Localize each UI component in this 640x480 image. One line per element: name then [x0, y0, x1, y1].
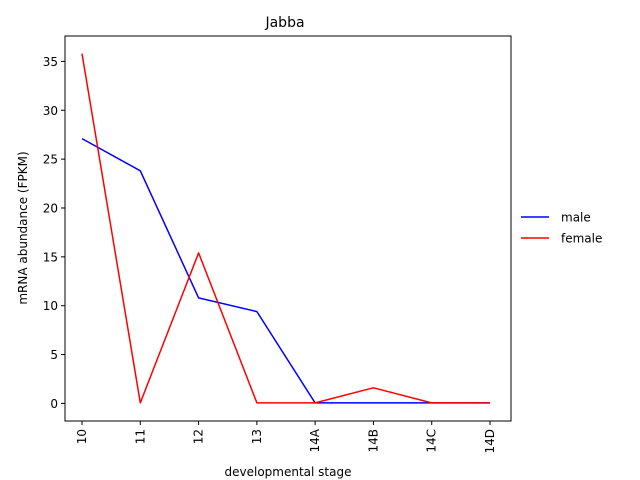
y-axis-ticks: 0 5 10 15 20 25 30 35 [43, 55, 65, 411]
legend-label: male [561, 211, 591, 225]
x-tick-label: 10 [75, 429, 89, 444]
x-tick-label: 12 [192, 429, 206, 444]
x-axis-label: developmental stage [225, 465, 352, 479]
x-tick-label: 14B [366, 429, 380, 453]
series-lines [81, 53, 490, 404]
x-tick-label: 11 [133, 429, 147, 444]
x-tick-label: 14C [425, 429, 439, 453]
y-tick-label: 0 [50, 397, 58, 411]
y-tick-label: 30 [43, 104, 58, 118]
y-tick-label: 15 [43, 250, 58, 264]
y-tick-label: 25 [43, 153, 58, 167]
x-tick-label: 14A [308, 428, 322, 452]
legend-label: female [561, 232, 602, 246]
series-line-female [81, 53, 490, 404]
y-axis-label: mRNA abundance (FPKM) [16, 151, 30, 304]
y-tick-label: 5 [50, 348, 58, 362]
chart-title: Jabba [264, 15, 304, 31]
legend: male female [521, 211, 602, 246]
x-tick-label: 13 [250, 429, 264, 444]
y-tick-label: 10 [43, 299, 58, 313]
x-tick-label: 14D [483, 429, 497, 454]
series-line-male [81, 137, 490, 404]
y-tick-label: 35 [43, 55, 58, 69]
x-axis-ticks: 10 11 12 13 14A 14B 14C 14D [75, 421, 497, 454]
plot-area-frame [64, 35, 512, 422]
y-tick-label: 20 [43, 201, 58, 215]
